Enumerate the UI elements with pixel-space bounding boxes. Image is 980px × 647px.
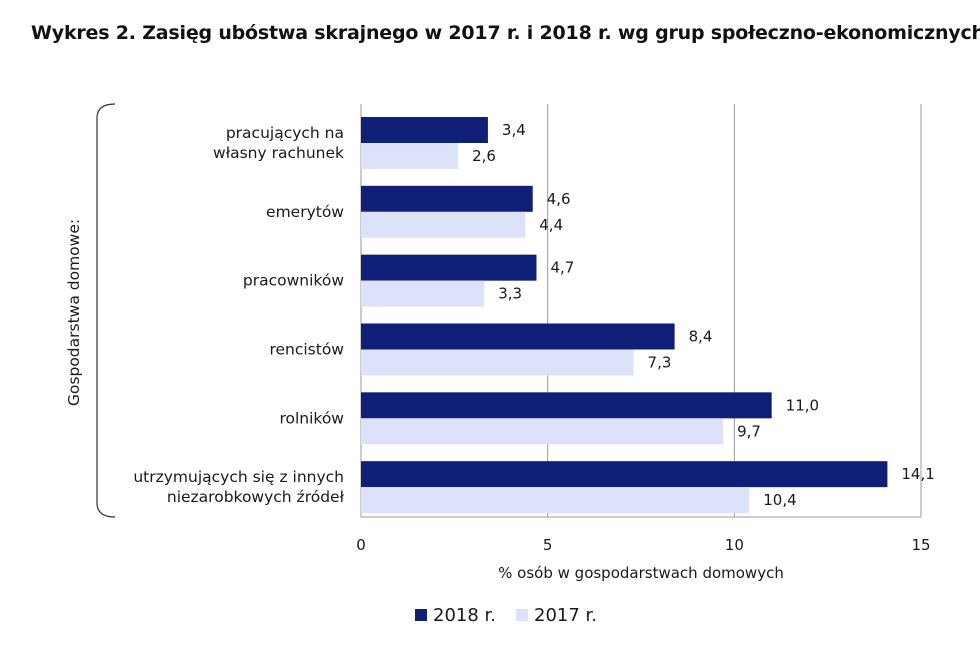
data-label: 7,3 [648,354,672,372]
data-label: 3,3 [498,285,522,303]
labels: 3,4 2,6 pracujących na własny rachunek 4,6 4,… [133,121,934,509]
category-label: rolników [279,409,344,427]
group-bracket [96,103,116,518]
data-label: 10,4 [763,491,796,509]
bar-2018 [361,117,488,143]
x-tick-label: 5 [543,536,553,554]
legend-swatch [516,609,528,621]
category-label: rencistów [269,341,344,359]
category-label: utrzymujących się z innych [133,468,344,486]
bar-2017 [361,418,724,445]
x-tick-label: 0 [356,536,366,554]
axes: 0 5 10 15 % osób w gospodarstwach domowych Go… [65,103,931,582]
category-label: niezarobkowych źródeł [167,488,345,506]
category-label: pracujących na [226,124,344,142]
x-tick-label: 15 [911,536,930,554]
category-label: pracowników [243,272,344,290]
category-label: emerytów [266,203,344,221]
bar-2017 [361,487,750,514]
bar-2017 [361,280,485,307]
x-axis-title: % osób w gospodarstwach domowych [498,564,784,582]
legend-label: 2018 r. [433,605,496,626]
bar-2018 [361,185,533,212]
bars [361,117,888,514]
group-label: Gospodarstwa domowe: [65,219,83,406]
legend: 2018 r. 2017 r. [415,605,597,626]
data-label: 8,4 [689,328,713,346]
bar-2017 [361,211,526,238]
bar-2017 [361,143,459,169]
chart-title: Wykres 2. Zasięg ubóstwa skrajnego w 201… [31,22,980,44]
data-label: 11,0 [786,396,819,414]
data-label: 9,7 [737,422,761,440]
data-label: 2,6 [472,147,496,165]
category-label: własny rachunek [213,144,344,162]
legend-swatch [415,609,427,621]
data-label: 3,4 [502,121,526,139]
bar-2018 [361,254,537,281]
bar-2018 [361,323,675,350]
data-label: 4,7 [550,259,574,277]
gridlines [360,104,922,517]
bar-2017 [361,349,634,376]
bar-2018 [361,461,888,488]
data-label: 14,1 [901,465,934,483]
bar-2018 [361,392,772,419]
legend-label: 2017 r. [534,605,597,626]
data-label: 4,6 [547,190,571,208]
data-label: 4,4 [539,216,563,234]
x-tick-label: 10 [725,536,744,554]
